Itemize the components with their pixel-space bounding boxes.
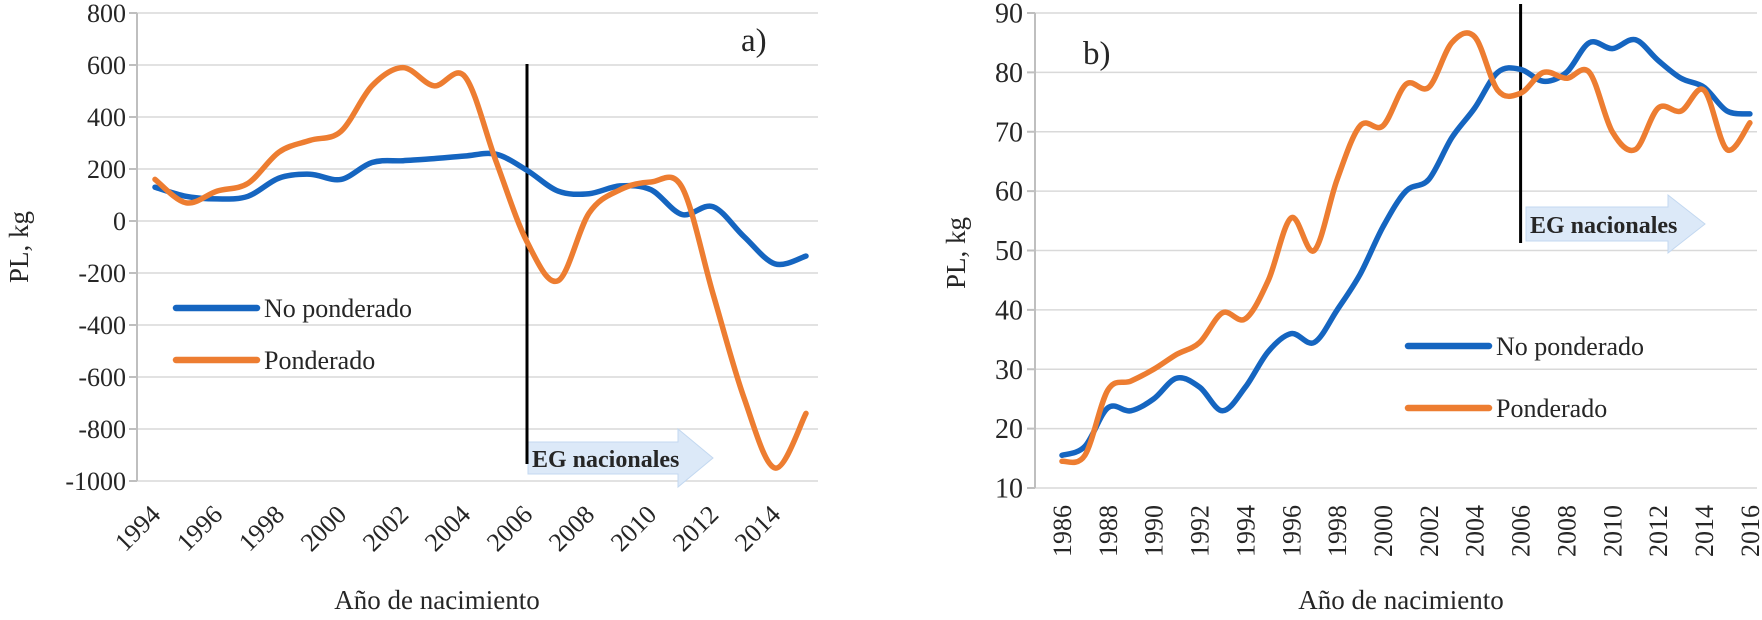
y-axis-title: PL, kg [4, 211, 34, 283]
x-tick-label: 1994 [109, 500, 166, 557]
y-tick-label: -200 [78, 259, 126, 288]
x-tick-label: 2008 [543, 500, 600, 557]
x-tick-label: 2004 [419, 500, 476, 557]
x-tick-label: 2014 [729, 500, 786, 557]
x-tick-label: 2008 [1552, 505, 1581, 557]
x-tick-label: 2000 [1369, 505, 1398, 557]
series-line-no-ponderado [1059, 36, 1753, 459]
y-tick-label: 90 [995, 0, 1023, 30]
x-tick-label: 1992 [1186, 505, 1215, 557]
x-tick-label: 1990 [1140, 505, 1169, 557]
y-tick-label: 60 [995, 177, 1023, 208]
x-tick-label: 2016 [1736, 505, 1762, 557]
y-tick-label: -800 [78, 415, 126, 444]
x-tick-label: 1994 [1231, 505, 1260, 557]
y-tick-label: 50 [995, 236, 1023, 267]
legend-label: No ponderado [264, 294, 412, 323]
y-tick-label: 30 [995, 355, 1023, 386]
y-tick-label: -1000 [65, 467, 126, 496]
panel-label: a) [741, 23, 767, 59]
x-tick-label: 2014 [1690, 505, 1719, 557]
x-tick-label: 1998 [1323, 505, 1352, 557]
x-tick-label: 1998 [233, 500, 290, 557]
chart-panel-b: 90 80 70 60 50 40 30 20 10 1986 1988 1990 1992 1994 19… [881, 0, 1762, 620]
eg-nacionales-arrow [527, 427, 714, 489]
eg-nacionales-arrow [1525, 193, 1706, 255]
y-tick-label: 70 [995, 117, 1023, 148]
y-tick-label: 400 [87, 103, 126, 132]
eg-nacionales-label: EG nacionales [532, 447, 679, 473]
y-tick-label: 40 [995, 295, 1023, 326]
x-tick-label: 2010 [1598, 505, 1627, 557]
y-tick-label: 20 [995, 414, 1023, 445]
legend-label: Ponderado [1496, 394, 1607, 423]
y-tick-label: 200 [87, 155, 126, 184]
y-tick-label: 800 [87, 0, 126, 28]
series-line-ponderado [1059, 30, 1753, 466]
x-tick-label: 2006 [1507, 505, 1536, 557]
x-tick-label: 2012 [1644, 505, 1673, 557]
y-tick-label: 600 [87, 51, 126, 80]
chart-panel-a: 800 600 400 200 0 -200 -400 -600 -800 -1000 1994 19… [4, 0, 818, 615]
x-tick-label: 2002 [357, 500, 414, 557]
x-tick-label: 2010 [605, 500, 662, 557]
x-tick-label: 2006 [481, 500, 538, 557]
y-tick-label: -400 [78, 311, 126, 340]
panel-label: b) [1083, 36, 1111, 72]
x-axis-title: Año de nacimiento [334, 585, 539, 615]
x-tick-label: 2004 [1461, 505, 1490, 557]
y-tick-label: 0 [113, 207, 126, 236]
x-tick-label: 2000 [295, 500, 352, 557]
x-tick-label: 2002 [1415, 505, 1444, 557]
x-axis-title: Año de nacimiento [1298, 585, 1503, 615]
x-tick-label: 2012 [667, 500, 724, 557]
series-line-no-ponderado [152, 150, 809, 268]
y-axis-title: PL, kg [941, 217, 971, 289]
eg-nacionales-label: EG nacionales [1530, 213, 1677, 239]
x-tick-label: 1988 [1094, 505, 1123, 557]
x-tick-label: 1996 [1277, 505, 1306, 557]
legend-label: Ponderado [264, 346, 375, 375]
series-line-ponderado [152, 64, 809, 471]
x-tick-label: 1986 [1048, 505, 1077, 557]
y-tick-label: 80 [995, 58, 1023, 89]
x-tick-label: 1996 [171, 500, 228, 557]
y-tick-label: 10 [995, 474, 1023, 505]
y-tick-label: -600 [78, 363, 126, 392]
legend-label: No ponderado [1496, 332, 1644, 361]
